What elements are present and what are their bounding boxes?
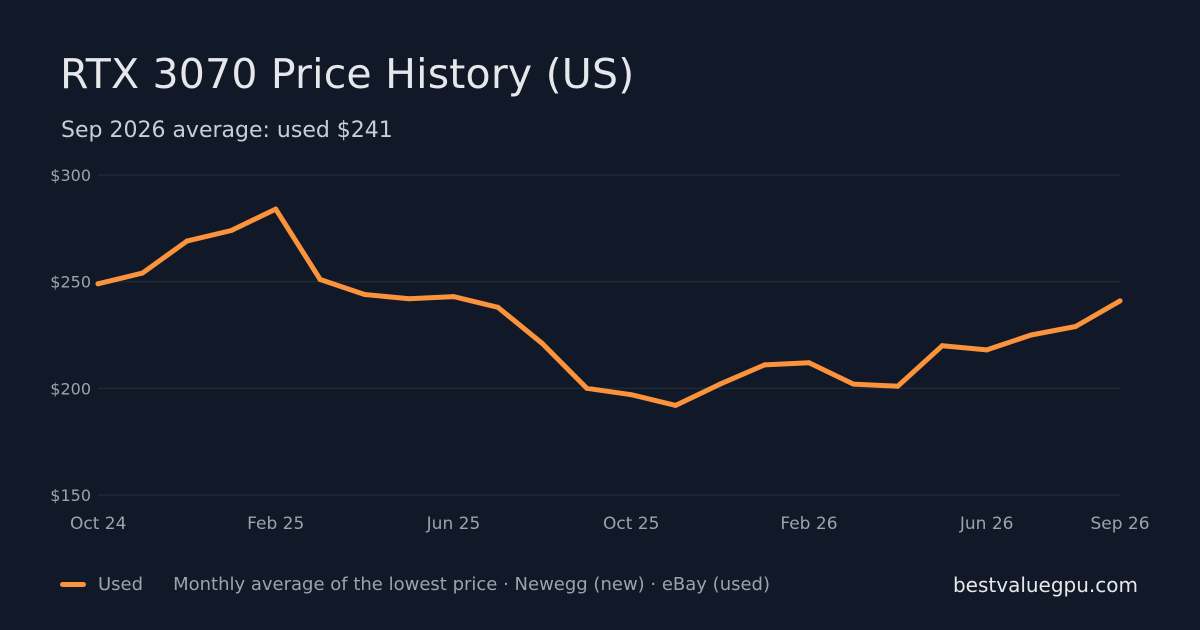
y-axis-ticks: $150 $200 $250 $300 bbox=[50, 166, 91, 505]
x-tick-label: Jun 26 bbox=[959, 514, 1014, 534]
y-tick-label: $200 bbox=[50, 379, 91, 398]
chart-title: RTX 3070 Price History (US) bbox=[60, 50, 635, 98]
series-layer bbox=[95, 206, 1123, 408]
data-point bbox=[1028, 332, 1034, 338]
data-point bbox=[406, 296, 412, 302]
data-point bbox=[317, 277, 323, 283]
data-point bbox=[495, 304, 501, 310]
footer-note: Monthly average of the lowest price · Ne… bbox=[173, 574, 771, 595]
data-point bbox=[228, 227, 234, 233]
data-point bbox=[539, 341, 545, 347]
data-point bbox=[806, 360, 812, 366]
data-point bbox=[895, 383, 901, 389]
series-line-used bbox=[95, 206, 1123, 408]
y-tick-label: $300 bbox=[50, 166, 91, 185]
data-point bbox=[1117, 298, 1123, 304]
x-tick-label: Jun 25 bbox=[426, 514, 481, 534]
grid-lines bbox=[98, 174, 1120, 496]
data-point bbox=[984, 347, 990, 353]
x-tick-label: Oct 25 bbox=[603, 514, 659, 534]
x-tick-label: Oct 24 bbox=[70, 514, 126, 534]
data-point bbox=[184, 238, 190, 244]
legend-label-used: Used bbox=[98, 574, 144, 595]
legend: Used Monthly average of the lowest price… bbox=[60, 574, 770, 595]
chart-subtitle: Sep 2026 average: used $241 bbox=[61, 118, 393, 143]
data-point bbox=[939, 343, 945, 349]
x-tick-label: Sep 26 bbox=[1090, 514, 1149, 534]
data-point bbox=[584, 385, 590, 391]
x-axis-ticks: Oct 24 Feb 25 Jun 25 Oct 25 Feb 26 Jun 26 Sep … bbox=[70, 514, 1150, 534]
data-point bbox=[762, 362, 768, 368]
legend-swatch-used bbox=[60, 582, 86, 587]
x-tick-label: Feb 26 bbox=[780, 514, 837, 534]
data-point bbox=[450, 294, 456, 300]
data-point bbox=[139, 270, 145, 276]
x-tick-label: Feb 25 bbox=[247, 514, 304, 534]
data-point bbox=[273, 206, 279, 212]
data-point bbox=[95, 281, 101, 287]
y-tick-label: $250 bbox=[50, 273, 91, 292]
data-point bbox=[717, 381, 723, 387]
brand-link[interactable]: bestvaluegpu.com bbox=[952, 573, 1138, 597]
data-point bbox=[850, 381, 856, 387]
data-point bbox=[673, 402, 679, 408]
data-point bbox=[362, 291, 368, 297]
data-point bbox=[1073, 323, 1079, 329]
data-point bbox=[628, 392, 634, 398]
y-tick-label: $150 bbox=[50, 486, 91, 505]
